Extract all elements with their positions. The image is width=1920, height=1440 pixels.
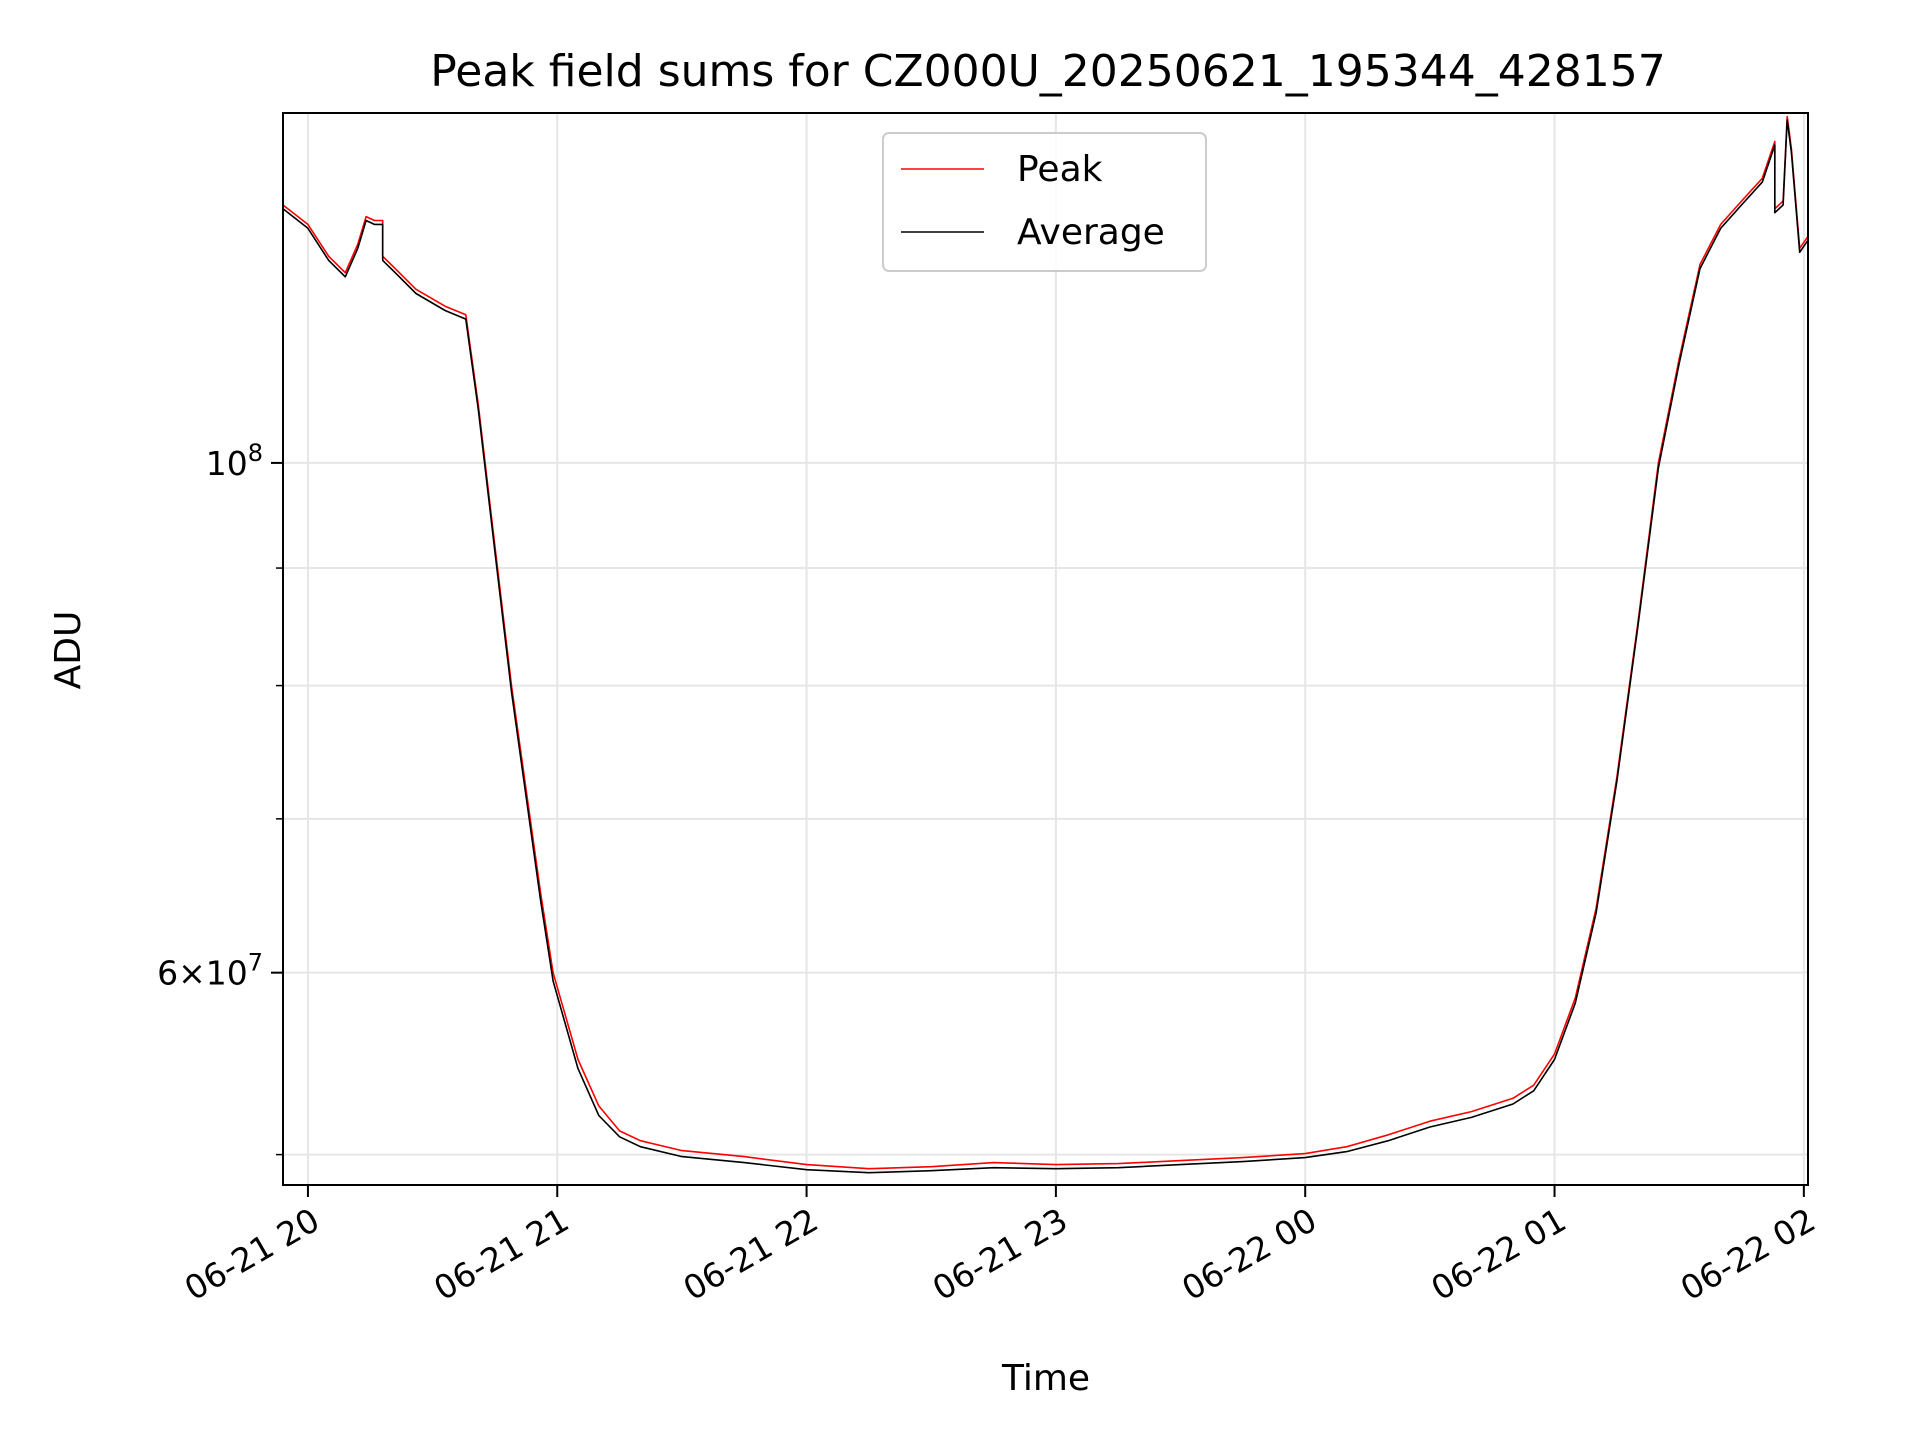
y-tick-label: 108 (206, 439, 263, 483)
x-axis-label: Time (1001, 1358, 1090, 1399)
legend-label-peak: Peak (1017, 149, 1103, 190)
plot-lines (282, 115, 1809, 1174)
series-line-peak (282, 115, 1809, 1170)
y-axis-label: ADU (48, 611, 89, 690)
y-tick-label: 6×107 (157, 949, 263, 993)
grid (283, 113, 1808, 1185)
chart-title: Peak field sums for CZ000U_20250621_1953… (430, 46, 1665, 97)
y-axis: 108 6×107 (157, 439, 283, 1156)
legend: Peak Average (882, 132, 1207, 272)
series-line-average (282, 119, 1809, 1174)
legend-label-average: Average (1017, 212, 1165, 253)
plot-frame (282, 112, 1809, 1186)
legend-box (882, 132, 1207, 272)
